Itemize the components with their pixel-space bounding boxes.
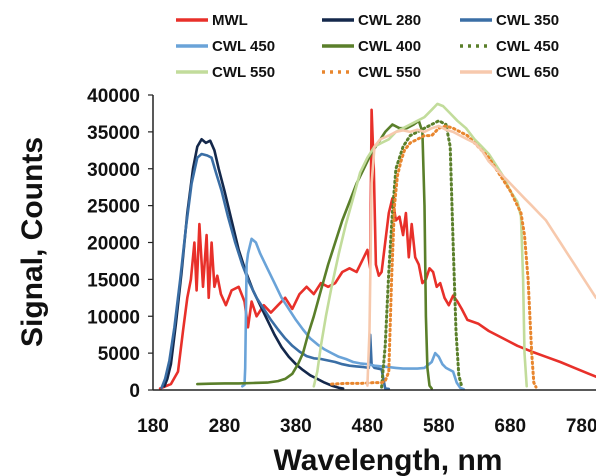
series-line-cwl-400 [196,119,433,390]
legend-label: CWL 280 [358,12,421,29]
legend-label: CWL 650 [496,64,559,81]
series-line-cwl-650 [366,124,596,387]
y-tick-label: 40000 [87,86,140,107]
series-line-mwl [158,108,596,390]
series-line-cwl-550 [312,102,528,388]
x-tick-label: 780 [566,416,596,437]
x-tick-label: 480 [352,416,384,437]
plot-area [158,102,596,391]
legend-label: CWL 550 [212,64,275,81]
x-axis-title: Wavelength, nm [274,444,503,476]
x-tick-label: 580 [423,416,455,437]
y-tick-label: 5000 [98,344,140,365]
y-tick-label: 15000 [87,270,140,291]
series-line-cwl-350 [160,152,391,391]
y-tick-label: 30000 [87,160,140,181]
legend-label: CWL 400 [358,38,421,55]
y-tick-label: 10000 [87,307,140,328]
y-tick-label: 0 [129,381,140,402]
legend-label: CWL 550 [358,64,421,81]
series-line-cwl-450 [241,237,466,391]
legend-label: MWL [212,12,248,29]
series-line-cwl-550 [330,124,538,389]
legend-label: CWL 450 [212,38,275,55]
x-tick-label: 180 [137,416,169,437]
series-line-cwl-450 [380,119,464,389]
y-tick-label: 20000 [87,234,140,255]
y-tick-label: 35000 [87,123,140,144]
x-tick-label: 680 [494,416,526,437]
x-tick-label: 380 [280,416,312,437]
x-tick-labels: 180 280 380 480 580 680 780 [137,416,596,437]
y-tick-label: 25000 [87,197,140,218]
legend: MWL CWL 280 CWL 350 CWL 450 CWL 400 CWL 450 CW… [176,12,559,81]
y-axis-title: Signal, Counts [16,137,49,347]
legend-label: CWL 350 [496,12,559,29]
y-tick-labels: 0 5000 10000 15000 20000 25000 30000 35000 40000 [87,86,153,402]
legend-label: CWL 450 [496,38,559,55]
x-tick-label: 280 [209,416,241,437]
